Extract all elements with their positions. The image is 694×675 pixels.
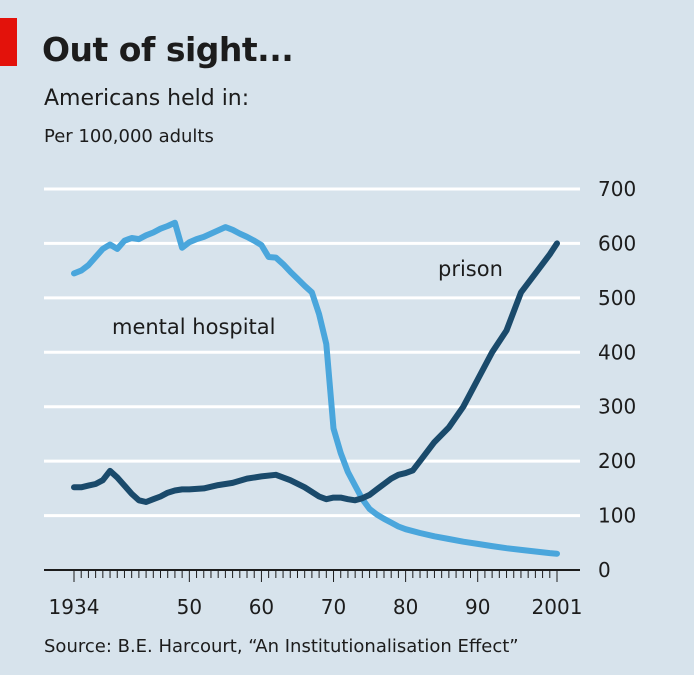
y-tick-label: 100 (598, 504, 636, 528)
x-tick-label: 1934 (49, 595, 100, 619)
x-tick-label: 50 (177, 595, 202, 619)
y-tick-label: 0 (598, 558, 611, 582)
chart-subtitle: Americans held in: (44, 86, 250, 111)
mental-hospital-label: mental hospital (112, 315, 276, 339)
y-axis-labels: 0 100 200 300 400 500 600 700 (598, 177, 636, 582)
chart-title: Out of sight... (42, 30, 294, 69)
prison-line (71, 240, 560, 505)
x-tick-label: 90 (465, 595, 490, 619)
y-tick-label: 400 (598, 340, 636, 364)
source-note: Source: B.E. Harcourt, “An Institutional… (44, 636, 519, 657)
x-axis (44, 569, 580, 582)
mental-hospital-line (71, 219, 560, 557)
x-tick-label: 2001 (532, 595, 583, 619)
x-tick-label: 60 (249, 595, 274, 619)
y-tick-label: 300 (598, 395, 636, 419)
y-tick-label: 700 (598, 177, 636, 201)
x-tick-label: 70 (321, 595, 346, 619)
x-tick-label: 80 (393, 595, 418, 619)
y-tick-label: 500 (598, 286, 636, 310)
y-tick-label: 600 (598, 231, 636, 255)
accent-bar (0, 18, 17, 66)
chart-unit: Per 100,000 adults (44, 126, 214, 147)
y-tick-label: 200 (598, 449, 636, 473)
series-lines (71, 219, 560, 557)
prison-label: prison (438, 257, 503, 281)
x-axis-labels: 1934 50 60 70 80 90 2001 (49, 595, 583, 619)
